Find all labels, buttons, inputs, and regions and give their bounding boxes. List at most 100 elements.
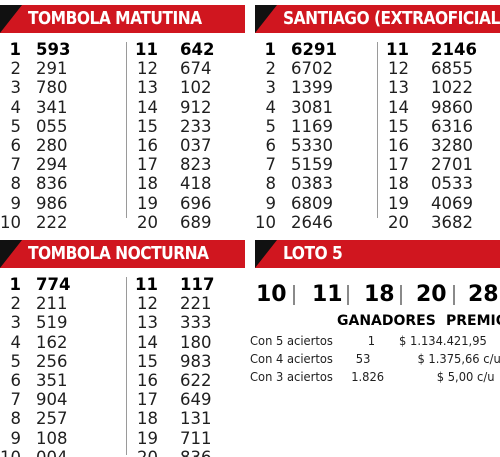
result-row: 4 3081	[255, 98, 375, 117]
result-row: 20 3682	[381, 213, 496, 232]
loto5-winners-header: GANADORES	[337, 313, 436, 329]
drawn-number: 836	[36, 174, 68, 194]
position-number: 10	[0, 448, 21, 457]
position-number: 5	[10, 116, 22, 136]
result-row: 12 6855	[381, 59, 496, 78]
drawn-number: 233	[180, 116, 212, 136]
drawn-number: 418	[180, 174, 212, 194]
loto5-separator	[293, 285, 295, 305]
loto5-number: 11	[312, 282, 343, 307]
header-corner-decoration	[0, 240, 22, 268]
drawn-number: 4069	[431, 193, 473, 213]
result-row: 14 9860	[381, 98, 496, 117]
position-number: 2	[10, 294, 22, 314]
drawn-number: 333	[180, 313, 212, 333]
drawn-number: 004	[36, 448, 68, 457]
result-row: 17 2701	[381, 155, 496, 174]
nocturna-header: TOMBOLA NOCTURNA	[0, 240, 245, 268]
position-number: 4	[10, 332, 22, 352]
drawn-number: 519	[36, 313, 68, 333]
result-row: 6 280	[0, 136, 120, 155]
position-number: 5	[10, 351, 22, 371]
loto5-row-label: Con 3 aciertos	[250, 369, 333, 384]
santiago-right-column: 11 2146 12 6855 13 1022 14 9860 15 6316 16 3280 17 27…	[381, 40, 496, 232]
drawn-number: 3081	[291, 97, 333, 117]
drawn-number: 2701	[431, 155, 473, 175]
result-row: 19 696	[130, 194, 245, 213]
position-number: 13	[137, 78, 158, 98]
drawn-number: 5159	[291, 155, 333, 175]
drawn-number: 162	[36, 332, 68, 352]
result-row: 16 037	[130, 136, 245, 155]
result-row: 14 180	[130, 333, 245, 352]
drawn-number: 3682	[431, 212, 473, 232]
result-row: 2 6702	[255, 59, 375, 78]
position-number: 8	[265, 174, 277, 194]
loto5-row: Con 3 aciertos 1.826 $ 5,00 c/u	[250, 369, 494, 385]
position-number: 15	[388, 116, 409, 136]
drawn-number: 0383	[291, 174, 333, 194]
drawn-number: 983	[180, 351, 212, 371]
loto5-title: LOTO 5	[283, 243, 343, 264]
position-number: 6	[10, 135, 22, 155]
result-row: 9 986	[0, 194, 120, 213]
position-number: 20	[130, 448, 158, 457]
position-number: 18	[137, 409, 158, 429]
drawn-number: 1169	[291, 116, 333, 136]
position-number: 13	[388, 78, 409, 98]
drawn-number: 280	[36, 135, 68, 155]
position-number: 18	[137, 174, 158, 194]
drawn-number: 131	[180, 409, 212, 429]
drawn-number: 055	[36, 116, 68, 136]
loto5-number: 10	[256, 282, 287, 307]
position-number: 16	[137, 135, 158, 155]
drawn-number: 6702	[291, 59, 333, 79]
position-number: 1	[9, 40, 21, 59]
position-number: 9	[265, 193, 277, 213]
result-row: 2 291	[0, 59, 120, 78]
result-row: 17 649	[130, 390, 245, 409]
loto5-row-winners: 1	[367, 333, 376, 348]
result-row: 9 108	[0, 429, 120, 448]
result-row: 12 221	[130, 294, 245, 313]
result-row: 16 3280	[381, 136, 496, 155]
loto5-separator	[347, 285, 349, 305]
matutina-right-column: 11 642 12 674 13 102 14 912 15 233 16 037 17 823 18 418…	[130, 40, 245, 232]
result-row: 11 117	[130, 275, 245, 294]
position-number: 20	[388, 212, 409, 232]
result-row: 13 333	[130, 313, 245, 332]
position-number: 3	[10, 313, 22, 333]
drawn-number: 3280	[431, 135, 473, 155]
position-number: 14	[137, 97, 158, 117]
result-row: 4 341	[0, 98, 120, 117]
result-row: 1 774	[0, 275, 120, 294]
result-row: 1 6291	[255, 40, 375, 59]
drawn-number: 341	[36, 97, 68, 117]
drawn-number: 823	[180, 155, 212, 175]
loto5-row: Con 5 aciertos 1 $ 1.134.421,95	[250, 333, 487, 349]
loto5-row-label: Con 4 aciertos	[250, 351, 333, 366]
matutina-left-column: 1 593 2 291 3 780 4 341 5 055 6 280 7 294 8 836 9 986 10 22…	[0, 40, 120, 232]
drawn-number: 642	[180, 40, 215, 59]
drawn-number: 904	[36, 390, 68, 410]
position-number: 6	[265, 135, 277, 155]
result-row: 6 351	[0, 371, 120, 390]
result-row: 11 642	[130, 40, 245, 59]
drawn-number: 6809	[291, 193, 333, 213]
drawn-number: 9860	[431, 97, 473, 117]
position-number: 2	[265, 59, 277, 79]
drawn-number: 6855	[431, 59, 473, 79]
drawn-number: 221	[180, 294, 212, 314]
drawn-number: 674	[180, 59, 212, 79]
loto5-number: 18	[364, 282, 395, 307]
result-row: 2 211	[0, 294, 120, 313]
result-row: 15 233	[130, 117, 245, 136]
position-number: 3	[10, 78, 22, 98]
position-number: 8	[10, 409, 22, 429]
result-row: 15 6316	[381, 117, 496, 136]
drawn-number: 2646	[291, 212, 333, 232]
position-number: 5	[265, 116, 277, 136]
santiago-divider	[377, 42, 378, 218]
result-row: 17 823	[130, 155, 245, 174]
position-number: 9	[10, 193, 22, 213]
